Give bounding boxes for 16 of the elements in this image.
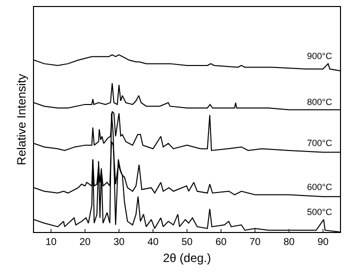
- series-label: 500°C: [307, 207, 333, 217]
- x-axis-title: 2θ (deg.): [162, 250, 212, 265]
- series-label: 800°C: [307, 97, 333, 107]
- x-tick-label: 40: [147, 237, 159, 248]
- series-label: 600°C: [307, 182, 333, 192]
- x-tick-label: 70: [249, 237, 261, 248]
- y-axis-title: Relative Intensity: [14, 74, 28, 166]
- x-tick-label: 60: [215, 237, 227, 248]
- x-tick-label: 10: [45, 237, 57, 248]
- x-tick-label: 80: [283, 237, 295, 248]
- x-tick-label: 20: [79, 237, 91, 248]
- x-tick-label: 90: [317, 237, 329, 248]
- x-tick-label: 30: [113, 237, 125, 248]
- x-tick-label: 50: [181, 237, 193, 248]
- series-label: 900°C: [307, 51, 333, 61]
- series-label: 700°C: [307, 138, 333, 148]
